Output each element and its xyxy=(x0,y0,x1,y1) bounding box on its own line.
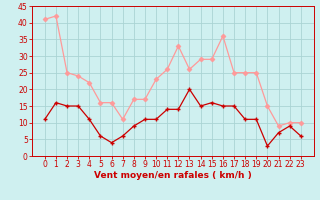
X-axis label: Vent moyen/en rafales ( km/h ): Vent moyen/en rafales ( km/h ) xyxy=(94,171,252,180)
